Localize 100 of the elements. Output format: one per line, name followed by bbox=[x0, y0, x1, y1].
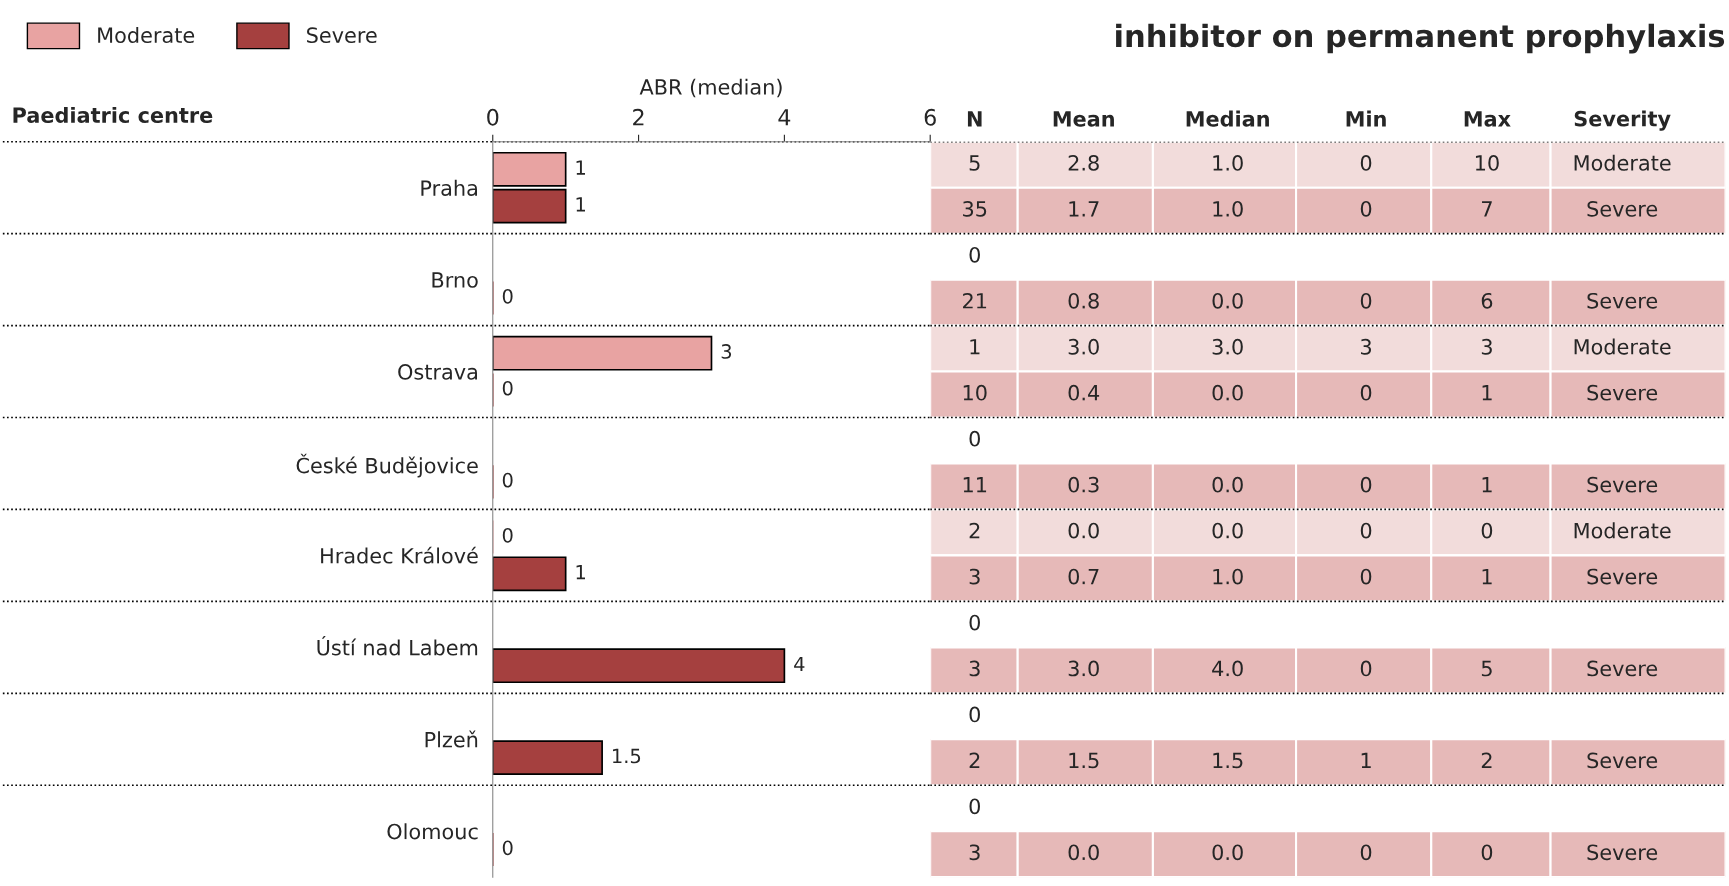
text: 0 bbox=[969, 246, 980, 263]
text: 0.7 bbox=[1068, 568, 1099, 585]
text: Severe bbox=[1587, 844, 1658, 861]
text: 5 bbox=[969, 155, 980, 171]
text: 0.0 bbox=[1068, 844, 1099, 861]
bar bbox=[492, 151, 567, 187]
x-tick-label: 2 bbox=[633, 108, 644, 126]
text: 1.7 bbox=[1069, 201, 1099, 217]
text: 1 bbox=[1482, 568, 1492, 585]
text: Moderate bbox=[1574, 338, 1671, 355]
data-label: 0 bbox=[502, 288, 513, 304]
y-tick-label: Hradec Králové bbox=[321, 546, 478, 564]
category-label: Median bbox=[1186, 110, 1269, 127]
x-axis-title: ABR (median) bbox=[639, 78, 782, 98]
data-label: 1 bbox=[576, 197, 585, 212]
text: 6 bbox=[1481, 292, 1493, 309]
text: 0 bbox=[1481, 844, 1493, 861]
text: Severe bbox=[1587, 476, 1658, 493]
category-label: Severity bbox=[1574, 110, 1671, 131]
text: 2.8 bbox=[1068, 155, 1099, 171]
text: 3.0 bbox=[1212, 338, 1243, 355]
y-tick-label: Ústí nad Labem bbox=[317, 635, 478, 656]
text: 0 bbox=[1360, 844, 1372, 861]
text: 1.0 bbox=[1213, 155, 1243, 171]
text: Moderate bbox=[1574, 154, 1671, 171]
text: 10 bbox=[1475, 155, 1499, 171]
bar bbox=[492, 335, 713, 371]
y-tick-label: Ostrava bbox=[398, 364, 477, 380]
text: Severe bbox=[1587, 660, 1658, 677]
text: 0.0 bbox=[1068, 522, 1099, 539]
text: 3 bbox=[969, 568, 980, 585]
bar bbox=[492, 648, 786, 684]
data-label: 0 bbox=[502, 380, 513, 396]
text: Severe bbox=[1587, 384, 1658, 401]
text: 0 bbox=[1360, 200, 1372, 217]
text: 0 bbox=[1360, 384, 1372, 401]
text: 0 bbox=[1360, 476, 1372, 493]
text: 5 bbox=[1481, 660, 1492, 677]
data-label: 3 bbox=[721, 344, 732, 359]
category-label: N bbox=[967, 111, 982, 127]
x-tick-label: 4 bbox=[778, 109, 791, 126]
text: 0 bbox=[969, 798, 980, 815]
x-tick-label: 0 bbox=[487, 108, 499, 126]
text: 2 bbox=[1481, 752, 1492, 768]
y-tick-label: České Budějovice bbox=[296, 453, 478, 478]
text: 0 bbox=[969, 706, 980, 723]
text: 21 bbox=[963, 292, 987, 309]
text: Severe bbox=[1587, 292, 1658, 309]
legend-label: Moderate bbox=[98, 26, 195, 44]
y-axis-title: Paediatric centre bbox=[13, 106, 213, 124]
text: 1 bbox=[1482, 385, 1492, 401]
text: 3 bbox=[969, 660, 980, 677]
text: 1.0 bbox=[1213, 568, 1243, 585]
data-label: 4 bbox=[794, 656, 805, 672]
text: 1 bbox=[1361, 752, 1371, 768]
category-label: Mean bbox=[1053, 111, 1114, 127]
text: 0 bbox=[1360, 660, 1372, 677]
y-tick-label: Plzeň bbox=[425, 730, 478, 748]
y-tick-label: Brno bbox=[432, 272, 478, 288]
text: inhibitor on permanent prophylaxis bbox=[1116, 23, 1725, 54]
text: 3 bbox=[969, 844, 980, 861]
text: 11 bbox=[963, 477, 987, 493]
text: Severe bbox=[1587, 752, 1658, 769]
text: 0.0 bbox=[1212, 476, 1243, 493]
category-label: Min bbox=[1346, 110, 1386, 127]
text: 0.0 bbox=[1212, 522, 1243, 539]
text: 3.0 bbox=[1068, 660, 1099, 677]
y-tick-label: Praha bbox=[421, 179, 477, 196]
bar bbox=[492, 740, 603, 776]
text: Severe bbox=[1587, 568, 1658, 585]
text: 7 bbox=[1482, 201, 1492, 217]
text: 0.0 bbox=[1212, 844, 1243, 861]
text: 1.5 bbox=[1069, 752, 1099, 769]
text: 0 bbox=[969, 614, 980, 631]
bar bbox=[492, 556, 567, 592]
bar bbox=[492, 188, 567, 224]
text: Moderate bbox=[1574, 522, 1671, 539]
text: 2 bbox=[969, 522, 980, 539]
x-tick-label: 6 bbox=[924, 108, 936, 126]
text: 0.8 bbox=[1068, 292, 1099, 309]
text: 4.0 bbox=[1212, 660, 1243, 677]
text: 3 bbox=[1481, 338, 1492, 355]
data-label: 1.5 bbox=[613, 748, 641, 764]
text: 0.0 bbox=[1212, 384, 1243, 401]
data-label: 0 bbox=[502, 472, 513, 488]
text: 0 bbox=[1360, 292, 1372, 309]
text: Severe bbox=[1587, 200, 1658, 217]
text: 0 bbox=[1360, 568, 1372, 585]
text: 3 bbox=[1361, 338, 1372, 355]
text: 0 bbox=[969, 430, 980, 447]
text: 0.0 bbox=[1212, 292, 1243, 309]
legend-label: Severe bbox=[307, 27, 377, 44]
text: 1.0 bbox=[1213, 200, 1243, 217]
data-label: 0 bbox=[502, 840, 513, 856]
text: 3.0 bbox=[1068, 338, 1099, 355]
text: 0 bbox=[1360, 155, 1372, 171]
text: 35 bbox=[963, 200, 987, 217]
text: 1 bbox=[1482, 477, 1492, 493]
text: 1 bbox=[970, 339, 980, 355]
data-label: 1 bbox=[576, 564, 585, 580]
